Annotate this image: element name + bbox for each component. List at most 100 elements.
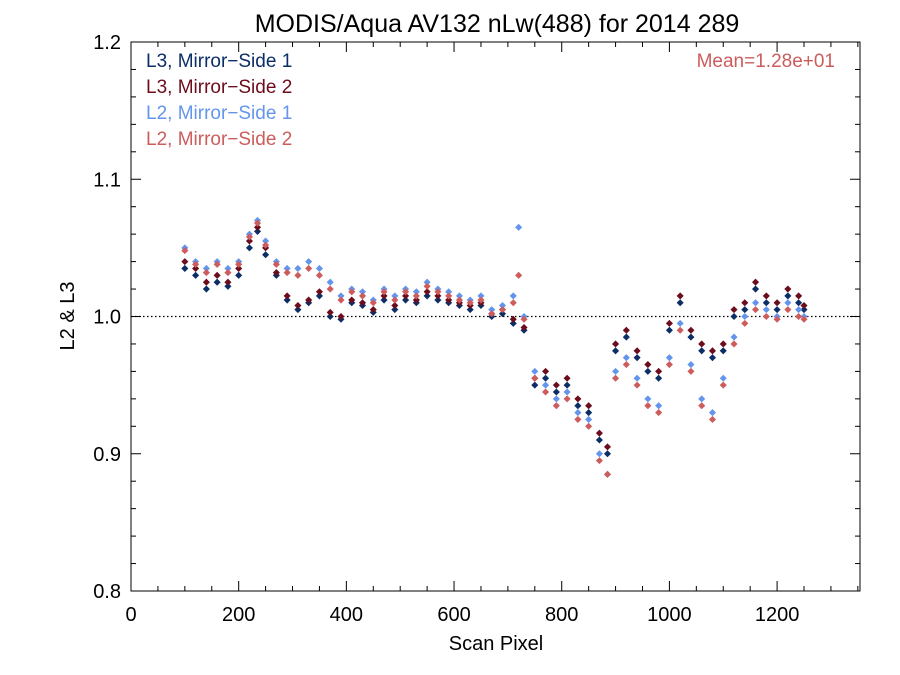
data-point (773, 315, 781, 323)
data-point (531, 367, 539, 375)
data-point (762, 292, 770, 300)
data-point (574, 415, 582, 423)
data-point (423, 288, 431, 296)
series-2-points (181, 223, 808, 451)
data-point (741, 299, 749, 307)
data-point (202, 278, 210, 286)
data-point (655, 402, 663, 410)
data-point (235, 260, 243, 268)
data-point (698, 340, 706, 348)
data-point (665, 361, 673, 369)
data-point (283, 264, 291, 272)
data-point (741, 319, 749, 327)
data-point (730, 340, 738, 348)
data-point (283, 269, 291, 277)
data-point (520, 323, 528, 332)
data-point (515, 223, 523, 231)
data-point (655, 374, 663, 382)
data-point (235, 264, 243, 272)
data-point (542, 388, 550, 396)
data-point (552, 395, 560, 403)
x-tick-label: 400 (330, 604, 363, 626)
legend-entry: L2, Mirror−Side 1 (146, 103, 292, 124)
data-point (315, 271, 323, 279)
data-point (574, 409, 582, 417)
data-point (337, 312, 345, 321)
data-point (752, 285, 760, 293)
data-point (708, 415, 717, 423)
data-point (509, 319, 517, 327)
x-axis-label: Scan Pixel (449, 633, 544, 655)
data-point (585, 422, 593, 430)
data-point (445, 292, 453, 300)
data-point (466, 299, 474, 307)
x-tick-label: 200 (222, 604, 255, 626)
data-point (305, 258, 313, 266)
data-point (800, 301, 808, 310)
data-point (531, 374, 539, 382)
data-point (326, 308, 334, 316)
data-point (498, 306, 507, 314)
data-point (326, 278, 334, 286)
data-point (655, 367, 663, 375)
data-point (752, 306, 760, 314)
data-point (730, 312, 738, 321)
data-point (262, 251, 270, 259)
y-tick-label: 1.2 (93, 32, 121, 54)
data-point (676, 299, 684, 307)
data-point (402, 296, 410, 304)
data-point (698, 402, 706, 410)
data-point (245, 233, 253, 241)
data-point (391, 292, 399, 300)
data-point (412, 296, 420, 304)
data-point (380, 296, 388, 304)
data-point (283, 292, 291, 300)
data-point (477, 292, 485, 300)
data-point (262, 237, 270, 245)
data-point (181, 247, 189, 255)
data-point (369, 306, 377, 314)
data-point (665, 326, 673, 334)
data-point (585, 415, 593, 423)
data-point (612, 367, 620, 375)
data-point (202, 285, 210, 293)
data-point (337, 296, 345, 304)
data-point (612, 374, 620, 382)
data-point (644, 402, 652, 410)
data-point (412, 292, 420, 300)
data-point (762, 299, 770, 307)
data-point (719, 340, 727, 348)
x-tick-label: 600 (437, 604, 470, 626)
legend-entry: L3, Mirror−Side 2 (146, 77, 292, 98)
data-point (585, 402, 593, 410)
data-point (402, 288, 410, 296)
data-point (542, 381, 550, 389)
data-point (520, 315, 528, 323)
data-point (380, 292, 388, 300)
data-point (391, 301, 399, 310)
data-point (391, 306, 399, 314)
legend: L3, Mirror−Side 1 L3, Mirror−Side 2 L2, Mi… (146, 51, 292, 150)
data-point (708, 409, 717, 417)
data-point (272, 269, 280, 277)
data-point (795, 299, 803, 307)
data-point (622, 361, 630, 369)
legend-entry: L2, Mirror−Side 2 (146, 129, 292, 150)
data-point (784, 299, 792, 307)
data-point (603, 470, 612, 478)
data-point (719, 381, 727, 389)
data-point (488, 310, 496, 318)
data-point (795, 292, 803, 300)
data-point (380, 288, 388, 296)
x-tick-label: 800 (545, 604, 578, 626)
data-point (644, 395, 652, 403)
data-point (752, 299, 760, 307)
data-point (585, 409, 593, 417)
data-point (644, 361, 652, 369)
data-point (595, 429, 603, 437)
data-point (253, 223, 262, 231)
data-point (423, 282, 431, 290)
data-point (622, 333, 630, 341)
data-point (563, 395, 571, 403)
series-3-points (181, 216, 808, 478)
